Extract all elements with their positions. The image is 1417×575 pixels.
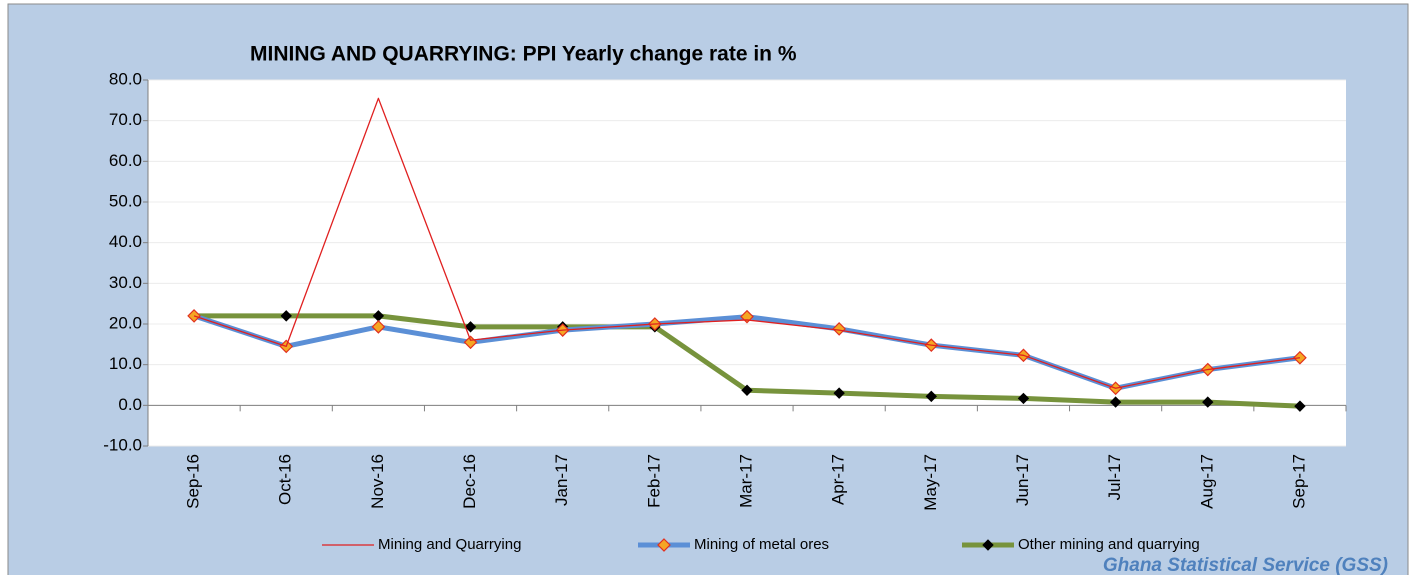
x-tick-label: Dec-16: [460, 454, 479, 509]
y-tick-label: 80.0: [109, 69, 142, 88]
point-marker: [1017, 392, 1030, 405]
legend-label: Mining of metal ores: [694, 536, 829, 553]
point-marker: [925, 390, 938, 403]
point-marker: [1202, 396, 1214, 408]
point-marker: [832, 322, 847, 336]
x-tick-label: Sep-17: [1289, 454, 1308, 509]
point-marker: [1294, 400, 1306, 412]
y-tick-label: -10.0: [103, 435, 142, 454]
point-marker: [833, 387, 845, 399]
point-marker: [280, 310, 292, 322]
point-marker: [982, 539, 994, 551]
x-tick-label: Jan-17: [552, 454, 571, 506]
x-tick-label: Mar-17: [736, 454, 755, 508]
x-tick-label: May-17: [921, 454, 940, 511]
point-marker: [371, 319, 386, 334]
y-tick-label: 20.0: [109, 313, 142, 332]
point-marker: [464, 321, 477, 333]
point-marker: [741, 384, 753, 396]
x-tick-label: Oct-16: [276, 454, 295, 505]
series-line: [193, 97, 1301, 389]
chart-title: MINING AND QUARRYING: PPI Yearly change …: [250, 43, 797, 66]
legend-label: Mining and Quarrying: [378, 536, 521, 553]
x-tick-label: Sep-16: [184, 454, 203, 509]
y-tick-label: 50.0: [109, 191, 142, 210]
source-note: Ghana Statistical Service (GSS): [1103, 555, 1388, 575]
y-tick-label: 40.0: [109, 232, 142, 251]
x-tick-label: Jun-17: [1013, 454, 1032, 506]
point-marker: [657, 538, 671, 552]
y-tick-label: 60.0: [109, 151, 142, 170]
x-tick-label: Jul-17: [1105, 454, 1124, 500]
x-tick-label: Apr-17: [829, 454, 848, 505]
legend-label: Other mining and quarrying: [1018, 536, 1200, 553]
y-tick-label: 70.0: [109, 110, 142, 129]
y-tick-label: 30.0: [109, 273, 142, 292]
y-tick-label: 0.0: [118, 395, 142, 414]
y-tick-label: 10.0: [109, 354, 142, 373]
x-tick-label: Aug-17: [1197, 454, 1216, 509]
x-tick-label: Nov-16: [368, 454, 387, 509]
x-tick-label: Feb-17: [644, 454, 663, 508]
point-marker: [1109, 396, 1122, 408]
